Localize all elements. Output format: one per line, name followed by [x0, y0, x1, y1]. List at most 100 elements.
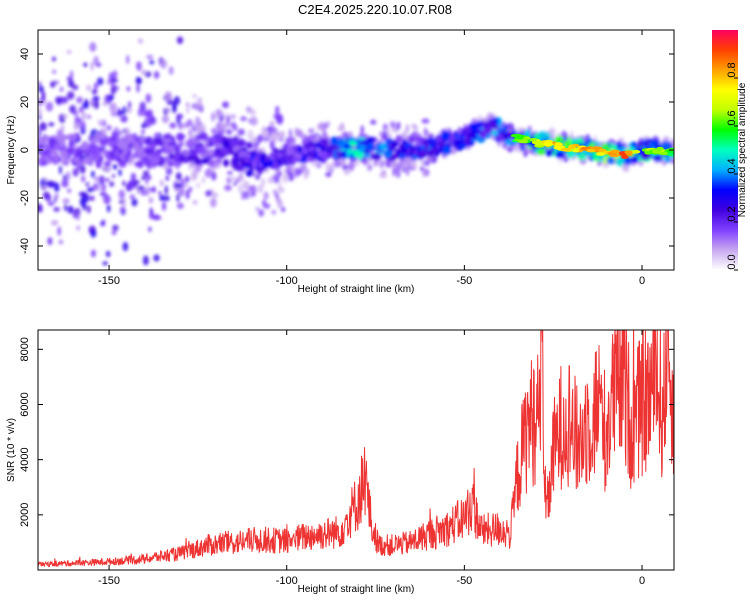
noise-point	[105, 250, 111, 258]
noise-point	[236, 175, 245, 182]
noise-point	[249, 116, 258, 126]
noise-point	[262, 129, 270, 138]
ridge-point	[272, 147, 278, 154]
noise-point	[136, 83, 140, 93]
noise-point	[122, 180, 126, 187]
ridge-point	[52, 160, 60, 165]
noise-point	[149, 59, 155, 65]
ridge-point	[347, 140, 357, 147]
noise-point	[38, 81, 42, 88]
noise-point	[226, 116, 231, 123]
noise-point	[86, 114, 92, 120]
ridge-point	[162, 138, 173, 143]
noise-point	[109, 181, 115, 187]
ridge-point	[648, 140, 654, 150]
ridge-point	[246, 141, 253, 149]
ridge-point	[383, 150, 392, 159]
noise-point	[250, 185, 257, 195]
ridge-point	[536, 147, 546, 155]
noise-point	[67, 188, 72, 194]
ridge-point	[479, 130, 487, 139]
noise-point	[88, 195, 95, 202]
noise-point	[276, 115, 284, 125]
y-tick-label: -20	[19, 190, 31, 206]
noise-point	[85, 182, 90, 187]
noise-point	[347, 131, 354, 137]
noise-point	[420, 159, 426, 167]
y-tick-label: -40	[19, 238, 31, 254]
ridge-point	[98, 134, 107, 140]
noise-point	[205, 190, 213, 197]
ridge-point	[297, 145, 303, 154]
ridge-point	[216, 157, 222, 164]
ridge-point	[302, 153, 307, 161]
ridge-point	[537, 131, 548, 140]
noise-point	[366, 165, 370, 171]
noise-point	[379, 159, 384, 169]
noise-point	[322, 131, 328, 138]
ridge-point	[113, 144, 118, 152]
noise-point	[247, 129, 254, 140]
noise-point	[92, 96, 100, 101]
ridge-point	[153, 156, 161, 164]
ridge-point	[629, 156, 639, 164]
ridge-point	[118, 161, 127, 168]
ridge-point	[665, 156, 671, 164]
ridge-point	[399, 153, 406, 160]
ridge-point	[153, 137, 163, 146]
spectrogram-heatmap	[38, 36, 674, 266]
ridge-point	[108, 150, 116, 160]
noise-point	[125, 107, 133, 114]
ridge-point	[233, 151, 240, 158]
noise-point	[216, 112, 220, 119]
colorbar-tick-label: 0.4	[726, 158, 738, 173]
ridge-point	[188, 149, 198, 157]
noise-point	[195, 116, 201, 125]
noise-point	[110, 81, 115, 87]
noise-point	[53, 206, 61, 212]
ridge-core-point	[542, 142, 554, 147]
ridge-point	[258, 169, 263, 175]
ridge-point	[139, 136, 146, 142]
noise-point	[41, 90, 46, 101]
ridge-core-point	[624, 150, 633, 155]
noise-point	[42, 177, 48, 183]
noise-point	[162, 195, 170, 202]
noise-point	[86, 84, 92, 92]
ridge-point	[196, 145, 206, 155]
ridge-point	[243, 156, 252, 163]
ridge-point	[187, 137, 195, 147]
noise-point	[48, 122, 55, 127]
noise-point	[457, 126, 462, 133]
ridge-point	[115, 132, 120, 142]
noise-point	[392, 161, 399, 170]
noise-point	[389, 121, 396, 128]
colorbar-tick-label: 0.2	[726, 206, 738, 221]
noise-point	[186, 104, 190, 115]
noise-point	[125, 54, 130, 65]
noise-point	[405, 156, 411, 167]
ridge-point	[455, 138, 464, 146]
noise-point	[93, 82, 99, 90]
noise-point	[211, 111, 215, 122]
ridge-point	[637, 140, 642, 149]
noise-point	[401, 130, 407, 139]
ridge-point	[276, 148, 287, 154]
ridge-point	[390, 140, 400, 147]
noise-point	[165, 175, 170, 181]
noise-point	[63, 203, 68, 212]
noise-point	[89, 42, 97, 52]
ridge-point	[117, 140, 124, 149]
noise-point	[241, 190, 246, 200]
noise-point	[153, 215, 162, 220]
ridge-point	[176, 142, 183, 149]
ridge-point	[379, 142, 387, 151]
noise-point	[122, 197, 126, 207]
noise-point	[204, 168, 213, 178]
ridge-core-point	[610, 149, 621, 154]
noise-point	[395, 135, 402, 143]
ridge-point	[230, 158, 236, 168]
ridge-point	[486, 119, 496, 128]
noise-point	[54, 96, 63, 104]
ridge-point	[168, 152, 175, 160]
